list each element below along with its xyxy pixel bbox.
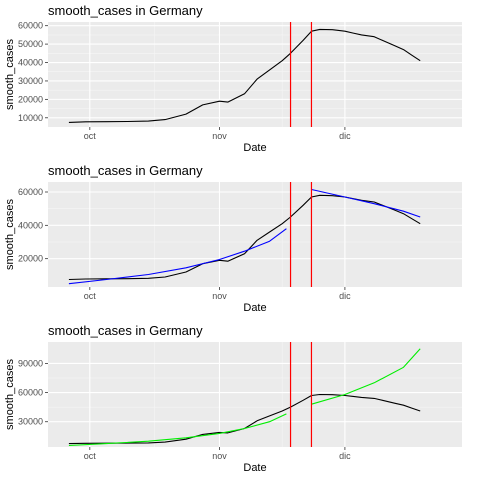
y-axis-label: smooth_cases — [4, 39, 16, 110]
x-tick-label: oct — [84, 451, 97, 461]
x-axis-label: Date — [243, 142, 266, 154]
series-line-1 — [68, 393, 421, 445]
x-axis-label: Date — [243, 302, 266, 314]
x-tick-label: dic — [339, 451, 351, 461]
y-tick-label: 90000 — [18, 358, 43, 368]
chart-title: smooth_cases in Germany — [48, 3, 203, 18]
y-tick-label: 40000 — [18, 220, 43, 230]
y-tick-label: 20000 — [18, 254, 43, 264]
x-tick-label: nov — [212, 131, 227, 141]
x-tick-label: oct — [84, 291, 97, 301]
chart-title: smooth_cases in Germany — [48, 323, 203, 338]
chart-panel-3: 30000 60000 90000 oct nov dic smooth_cases in … — [4, 323, 462, 474]
y-tick-label: 30000 — [18, 76, 43, 86]
series-line-2 — [68, 413, 287, 447]
y-tick-label: 60000 — [18, 388, 43, 398]
series-line-3 — [311, 188, 421, 218]
x-tick-label: dic — [339, 291, 351, 301]
y-tick-label: 20000 — [18, 94, 43, 104]
y-tick-label: 10000 — [18, 113, 43, 123]
y-axis-label: smooth_cases — [4, 199, 16, 270]
y-tick-label: 50000 — [18, 39, 43, 49]
y-tick-label: 30000 — [18, 417, 43, 427]
plot-background — [48, 182, 462, 287]
chart-title: smooth_cases in Germany — [48, 163, 203, 178]
x-tick-label: nov — [212, 451, 227, 461]
series-line-2 — [68, 228, 287, 285]
y-tick-label: 60000 — [18, 187, 43, 197]
chart-panel-1: 10000 20000 30000 40000 50000 60000 oct nov dic s… — [4, 3, 462, 154]
x-axis-label: Date — [243, 462, 266, 474]
x-tick-label: oct — [84, 131, 97, 141]
series-line-3 — [311, 348, 421, 405]
plot-background — [48, 22, 462, 127]
y-tick-label: 60000 — [18, 21, 43, 31]
x-tick-label: dic — [339, 131, 351, 141]
chart-panel-2: 20000 40000 60000 oct nov dic smooth_cases in … — [4, 163, 462, 314]
plot-background — [48, 342, 462, 447]
x-tick-label: nov — [212, 291, 227, 301]
series-line-1 — [68, 194, 421, 281]
y-tick-label: 40000 — [18, 58, 43, 68]
y-axis-label: smooth_cases — [4, 359, 16, 430]
series-line-1 — [68, 28, 421, 123]
